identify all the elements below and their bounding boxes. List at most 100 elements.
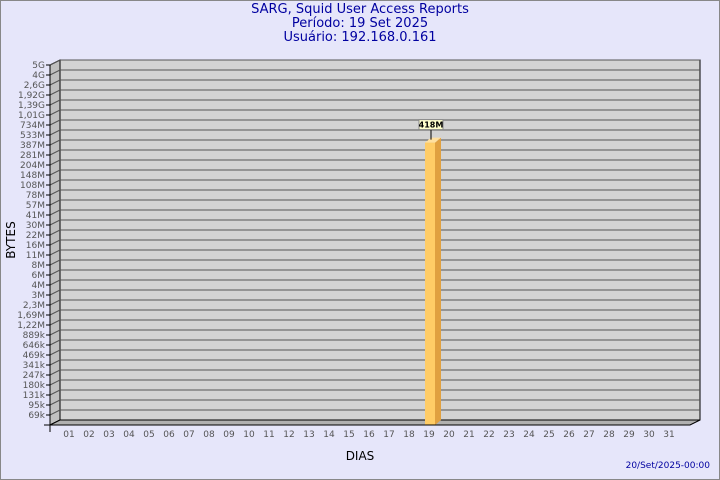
gridline-wall (49, 379, 61, 386)
footer-timestamp: 20/Set/2025-00:00 (625, 461, 710, 471)
y-tick-label: 533M (20, 131, 45, 141)
gridline-wall (49, 409, 61, 416)
y-tick-label: 6M (32, 271, 46, 281)
y-tick-label: 57M (26, 201, 45, 211)
y-tick-label: 469k (23, 351, 46, 361)
floor (49, 419, 701, 426)
y-tick-label: 4M (32, 281, 46, 291)
gridline-wall (49, 289, 61, 296)
y-tick-label: 41M (26, 211, 45, 221)
y-tick-label: 2,6G (24, 81, 45, 91)
gridline-wall (49, 99, 61, 106)
x-tick-label: 14 (323, 430, 335, 440)
x-tick-label: 23 (503, 430, 514, 440)
x-tick-label: 12 (283, 430, 294, 440)
x-tick-label: 20 (443, 430, 455, 440)
gridline-wall (49, 159, 61, 166)
x-tick-label: 19 (423, 430, 435, 440)
gridline-wall (49, 199, 61, 206)
bar-side (435, 137, 441, 425)
gridline-wall (49, 339, 61, 346)
x-tick-label: 18 (403, 430, 415, 440)
x-tick-label: 02 (83, 430, 94, 440)
y-tick-label: 387M (20, 141, 45, 151)
gridline-wall (49, 389, 61, 396)
x-tick-label: 16 (363, 430, 375, 440)
gridline-wall (49, 109, 61, 116)
gridline-wall (49, 189, 61, 196)
gridline-wall (49, 369, 61, 376)
y-tick-label: 1,39G (18, 101, 45, 111)
y-tick-label: 889k (23, 331, 46, 341)
y-tick-label: 646k (23, 341, 46, 351)
y-tick-label: 69k (28, 411, 45, 421)
gridline-wall (49, 399, 61, 406)
y-tick-label: 95k (28, 401, 45, 411)
x-tick-label: 10 (243, 430, 255, 440)
y-tick-label: 30M (26, 221, 45, 231)
gridline-wall (49, 129, 61, 136)
gridline-wall (49, 329, 61, 336)
x-tick-label: 15 (343, 430, 354, 440)
gridline-wall (49, 89, 61, 96)
x-tick-label: 30 (643, 430, 655, 440)
gridline-wall (49, 319, 61, 326)
y-tick-label: 734M (20, 121, 45, 131)
gridline-wall (49, 69, 61, 76)
chart-user: Usuário: 192.168.0.161 (283, 30, 437, 45)
x-tick-label: 03 (103, 430, 114, 440)
gridline-wall (49, 179, 61, 186)
y-axis-label: BYTES (4, 221, 18, 258)
bar (425, 142, 435, 425)
y-tick-label: 11M (26, 251, 45, 261)
gridline-wall (49, 249, 61, 256)
gridline-wall (49, 309, 61, 316)
bar-label-box (418, 119, 444, 131)
chart-period: Período: 19 Set 2025 (291, 16, 429, 31)
bar-top (425, 137, 441, 143)
x-tick-label: 11 (263, 430, 274, 440)
x-axis-label: DIAS (346, 449, 375, 463)
gridline-wall (49, 279, 61, 286)
gridline-wall (49, 269, 61, 276)
x-tick-label: 06 (163, 430, 175, 440)
y-tick-label: 1,92G (18, 91, 45, 101)
gridline-wall (49, 119, 61, 126)
gridline-wall (49, 169, 61, 176)
x-tick-label: 21 (463, 430, 474, 440)
x-tick-label: 01 (63, 430, 74, 440)
x-tick-label: 09 (223, 430, 235, 440)
gridline-wall (49, 349, 61, 356)
y-tick-label: 1,22M (17, 321, 45, 331)
y-tick-label: 180k (23, 381, 46, 391)
x-tick-label: 28 (603, 430, 615, 440)
y-tick-label: 4G (32, 71, 45, 81)
y-tick-label: 247k (23, 371, 46, 381)
y-tick-label: 1,69M (17, 311, 45, 321)
gridline-wall (49, 239, 61, 246)
gridline-wall (49, 259, 61, 266)
x-tick-label: 13 (303, 430, 314, 440)
x-tick-label: 17 (383, 430, 394, 440)
gridline-wall (49, 359, 61, 366)
y-tick-label: 78M (26, 191, 45, 201)
x-tick-label: 05 (143, 430, 154, 440)
y-tick-label: 22M (26, 231, 45, 241)
y-tick-label: 16M (26, 241, 45, 251)
x-tick-label: 24 (523, 430, 535, 440)
y-tick-label: 148M (20, 171, 45, 181)
gridline-wall (49, 59, 61, 66)
x-tick-label: 26 (563, 430, 575, 440)
gridline-wall (49, 229, 61, 236)
gridline-wall (49, 209, 61, 216)
y-tick-label: 108M (20, 181, 45, 191)
gridline-wall (49, 149, 61, 156)
gridline-wall (49, 79, 61, 86)
gridline-wall (49, 299, 61, 306)
x-tick-label: 04 (123, 430, 135, 440)
x-tick-label: 07 (183, 430, 194, 440)
y-tick-label: 341k (23, 361, 46, 371)
gridline-wall (49, 219, 61, 226)
y-tick-label: 204M (20, 161, 45, 171)
